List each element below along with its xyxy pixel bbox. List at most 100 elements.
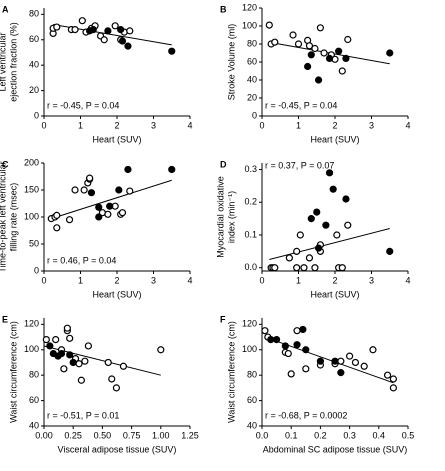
data-point — [52, 336, 60, 344]
y-axis-label: Waist circumference (cm) — [8, 321, 18, 423]
annotation: r = 0.46, P = 0.04 — [47, 255, 116, 265]
data-point — [271, 38, 279, 46]
data-point — [338, 67, 346, 75]
data-point — [104, 210, 112, 218]
annotation: r = -0.51, P = 0.01 — [47, 410, 119, 420]
x-tick-label: 1.00 — [152, 430, 170, 440]
data-point — [71, 186, 79, 194]
data-point — [89, 26, 97, 34]
x-tick-label: 1 — [78, 120, 83, 130]
panel-letter: F — [220, 314, 226, 324]
x-tick-label: 0.50 — [94, 430, 112, 440]
data-point — [95, 213, 103, 221]
y-tick-label: 120 — [242, 2, 257, 12]
data-point — [265, 21, 273, 29]
y-axis-label: Myocardial oxidative — [215, 176, 225, 258]
x-tick-label: 4 — [405, 275, 410, 285]
data-point — [285, 254, 293, 262]
data-point — [78, 17, 86, 25]
data-point — [77, 376, 85, 384]
x-tick-label: 0 — [259, 120, 264, 130]
x-tick-label: 4 — [405, 120, 410, 130]
x-tick-label: 3 — [369, 120, 374, 130]
data-point — [95, 203, 103, 211]
annotation: r = -0.45, P = 0.04 — [47, 100, 119, 110]
data-point — [126, 27, 134, 35]
data-point — [273, 336, 281, 344]
data-point — [389, 384, 397, 392]
data-point — [333, 231, 341, 239]
y-tick-label: 40 — [29, 420, 39, 430]
x-axis-label: Visceral adipose tissue (SUV) — [58, 444, 177, 454]
x-tick-label: 4 — [187, 275, 192, 285]
y-tick-label: 80 — [29, 9, 39, 19]
data-point — [293, 327, 301, 335]
data-point — [302, 365, 310, 373]
data-point — [305, 254, 314, 262]
y-tick-label: 40 — [247, 74, 257, 84]
data-point — [46, 342, 54, 350]
data-point — [271, 264, 279, 272]
x-tick-label: 0 — [259, 275, 264, 285]
data-point — [267, 336, 275, 344]
data-point — [289, 31, 297, 39]
data-point — [311, 264, 319, 272]
data-point — [299, 325, 307, 334]
data-point — [304, 62, 312, 71]
annotation: r = 0.37, P = 0.07 — [265, 160, 334, 170]
data-point — [331, 357, 339, 365]
data-point — [302, 346, 310, 354]
data-point — [63, 324, 71, 332]
data-point — [75, 360, 83, 368]
data-point — [335, 47, 343, 55]
data-point — [126, 187, 134, 195]
data-point — [344, 221, 352, 229]
panel-letter: C — [2, 159, 9, 169]
data-point — [360, 362, 368, 370]
y-tick-label: 60 — [247, 56, 257, 66]
y-tick-label: 100 — [24, 344, 39, 354]
data-point — [296, 231, 304, 239]
y-tick-label: 100 — [24, 211, 39, 221]
y-tick-label: 0.3 — [244, 164, 257, 174]
x-tick-label: 0.75 — [123, 430, 141, 440]
data-point — [325, 169, 334, 177]
y-tick-label: 0 — [34, 265, 39, 275]
y-axis-label: Waist circumference (cm) — [226, 321, 236, 423]
trendline — [51, 179, 172, 220]
y-tick-label: 0.2 — [244, 197, 257, 207]
data-point — [57, 349, 66, 358]
y-tick-label: 60 — [247, 395, 257, 405]
data-point — [81, 357, 89, 365]
x-tick-label: 3 — [151, 120, 156, 130]
data-point — [157, 346, 165, 354]
y-tick-label: 0 — [252, 110, 257, 120]
data-point — [124, 42, 132, 50]
panel-letter: A — [2, 4, 9, 14]
y-tick-label: 0.0 — [244, 262, 257, 272]
y-tick-label: 100 — [242, 344, 257, 354]
data-point — [314, 244, 323, 252]
data-point — [53, 224, 61, 232]
x-axis-label: Heart (SUV) — [310, 289, 359, 299]
data-point — [66, 334, 74, 342]
x-tick-label: 1 — [78, 275, 83, 285]
x-tick-label: 3 — [369, 275, 374, 285]
panel-letter: D — [220, 159, 227, 169]
y-tick-label: 80 — [247, 370, 257, 380]
data-point — [316, 357, 324, 365]
data-point — [281, 342, 289, 350]
y-tick-label: 100 — [242, 20, 257, 30]
y-tick-label: 80 — [247, 38, 257, 48]
y-axis-label: Stroke Volume (ml) — [226, 24, 236, 101]
data-point — [168, 165, 176, 174]
x-tick-label: 0.00 — [35, 430, 53, 440]
data-point — [261, 327, 269, 335]
x-tick-label: 1 — [296, 275, 301, 285]
data-point — [124, 165, 132, 174]
data-point — [65, 216, 74, 224]
data-point — [342, 54, 350, 63]
data-point — [66, 351, 74, 359]
y-tick-label: 40 — [247, 420, 257, 430]
y-tick-label: 50 — [29, 238, 39, 248]
